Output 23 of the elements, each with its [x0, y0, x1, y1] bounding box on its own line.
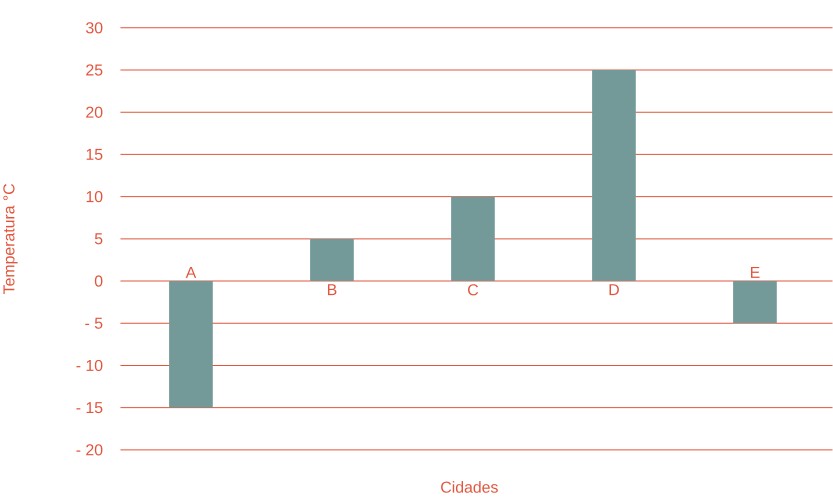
- x-tick-label: E: [750, 267, 760, 278]
- y-tick-label: 5: [94, 234, 102, 245]
- x-tick-label: B: [328, 284, 336, 296]
- bar: [310, 239, 354, 282]
- y-tick-label: - 20: [76, 444, 102, 456]
- y-tick-label: 25: [86, 64, 102, 76]
- y-axis-title: Temperatura °C: [3, 184, 18, 294]
- bar: [592, 70, 636, 282]
- y-tick-label: 15: [86, 149, 102, 160]
- bar: [733, 281, 777, 324]
- y-tick-label: 30: [86, 22, 102, 34]
- x-tick-label: C: [468, 284, 478, 296]
- bar: [169, 281, 213, 408]
- y-tick-label: 10: [86, 191, 102, 202]
- x-tick-label: A: [186, 267, 196, 278]
- bar: [451, 196, 495, 282]
- y-tick-label: 20: [86, 106, 102, 118]
- y-tick-label: 0: [94, 276, 102, 287]
- x-axis-title: Cidades: [441, 481, 498, 494]
- y-tick-label: - 10: [76, 360, 102, 372]
- y-tick-label: - 15: [76, 402, 102, 414]
- x-tick-label: D: [610, 284, 619, 296]
- y-tick-label: - 5: [85, 318, 102, 329]
